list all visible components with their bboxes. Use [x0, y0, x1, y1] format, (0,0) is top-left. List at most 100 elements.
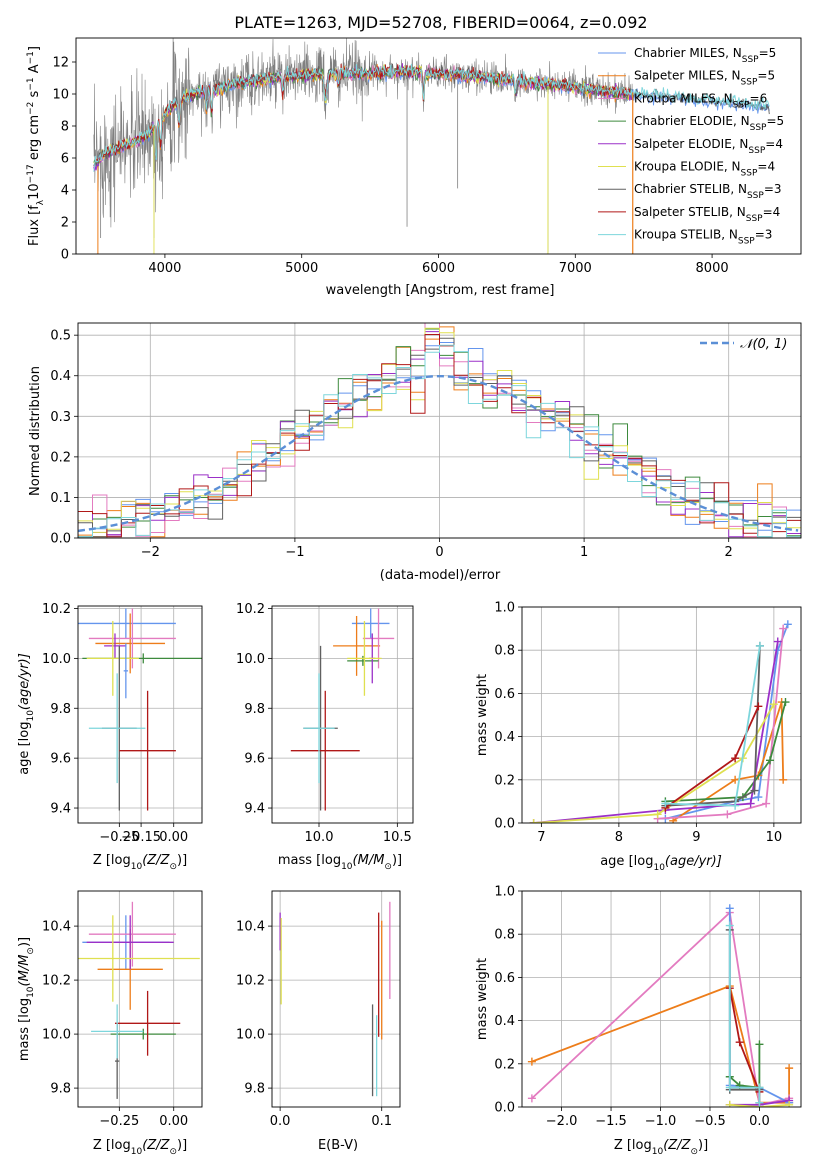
y-tick-label: 9.6 [50, 752, 71, 767]
x-axis-label-part: )] [392, 853, 402, 868]
x-axis-label-part: mass [log [278, 853, 341, 868]
y-axis-label-part: −2 [26, 102, 36, 115]
x-tick-label: 0.0 [749, 1114, 770, 1129]
plot-area-cum_weight_age [529, 620, 792, 823]
y-axis-label-part: ] [27, 46, 42, 51]
axes-mass_vs_EBV: 0.0 0.1 9.8 10.0 10.2 10.4 E(B-V) [236, 890, 401, 1153]
y-tick-label: 0.3 [50, 410, 71, 425]
legend-entry-part: Kroupa MILES, N [634, 91, 733, 105]
series-line-km [531, 910, 790, 1106]
x-tick-label: 0.0 [270, 1114, 291, 1129]
x-axis-label: E(B-V) [318, 1138, 358, 1153]
y-tick-label: 8 [61, 120, 69, 135]
x-tick-label: −0.15 [121, 830, 161, 845]
series-marker-ks [755, 1098, 764, 1107]
x-tick-label: −1 [285, 545, 304, 560]
x-tick-label: 0 [435, 545, 443, 560]
y-tick-label: 10.2 [236, 974, 265, 989]
legend-entry-part: Chabrier MILES, N [634, 46, 742, 60]
x-tick-label: 8 [615, 830, 623, 845]
series-marker-sm [785, 1064, 794, 1073]
series-marker-ke [529, 819, 538, 823]
axes-residuals: −2 −1 0 1 2 0.0 0.1 0.2 0.3 0.4 0.5 𝒩(0, 1) (data-mo… [28, 322, 802, 583]
y-tick-label: 0.2 [50, 450, 71, 465]
y-axis-label-part: (M/M [17, 955, 32, 987]
x-tick-label: −1.5 [595, 1114, 627, 1129]
series-line-cm [665, 623, 789, 820]
axes-frame [521, 890, 802, 1108]
x-tick-label: 5000 [285, 261, 318, 276]
series-line-km [657, 628, 785, 820]
plot-area-mass_vs_EBV [279, 901, 391, 1097]
y-axis-label: Flux [fλ10−17 erg cm−2 s−1 A−1] [26, 46, 46, 246]
y-tick-label: 10.0 [42, 1028, 71, 1043]
x-axis-label-part: 10 [131, 862, 143, 872]
x-axis-label: Z [log10(Z/Z⊙)] [93, 853, 187, 872]
y-tick-label: 0.2 [494, 1057, 515, 1072]
legend-entry-part: SSP [750, 123, 767, 133]
series-marker-ss [731, 754, 740, 763]
x-tick-label: −2.0 [546, 1114, 578, 1129]
legend-entry-part: Salpeter ELODIE, N [634, 137, 748, 151]
y-tick-label: 10.0 [42, 652, 71, 667]
series-marker-km [723, 810, 732, 819]
series-marker-ke [725, 1100, 734, 1107]
x-axis-label-part: )] [177, 1138, 187, 1153]
x-axis-label-part: Z [log [93, 853, 131, 868]
y-tick-label: 12 [52, 56, 69, 71]
y-tick-label: 9.8 [244, 1082, 265, 1097]
y-tick-label: 0.0 [494, 1101, 515, 1116]
x-axis-label-part: ⊙ [169, 1147, 177, 1157]
legend-entry: 𝒩(0, 1) [740, 337, 787, 352]
series-marker-ss [735, 1038, 744, 1047]
x-tick-label: −2 [141, 545, 160, 560]
y-axis-label-part: −1 [26, 51, 36, 64]
y-tick-label: 0.6 [494, 971, 515, 986]
legend-entry-part: Salpeter STELIB, N [634, 205, 746, 219]
legend-entry-part: SSP [746, 214, 763, 224]
y-tick-label: 9.4 [244, 802, 265, 817]
series-marker-cm [783, 620, 792, 629]
legend-entry-part: =6 [750, 91, 768, 105]
series-marker-ke [785, 1100, 794, 1107]
y-tick-label: 6 [61, 152, 69, 167]
legend-entry-part: Salpeter MILES, N [634, 69, 741, 83]
y-tick-label: 10.0 [236, 652, 265, 667]
axes-spectrum: 4000 5000 6000 7000 8000 0 2 4 6 8 10 12 Chabrier MI… [26, 37, 802, 298]
x-tick-label: 7000 [559, 261, 592, 276]
series-line-ke [533, 703, 775, 823]
plot-area-spectrum [93, 38, 770, 254]
y-tick-label: 10.2 [42, 602, 71, 617]
axes-cum_weight_Z: −2.0 −1.5 −1.0 −0.5 0.0 0.0 0.2 0.4 0.6 0.8 1.0 Z [… [475, 885, 802, 1157]
axes-mass_vs_Z: −0.25 0.009.810.010.210.4Z [log10(Z/Z⊙)]m… [17, 890, 203, 1157]
x-tick-label: −0.25 [99, 830, 139, 845]
x-tick-label: 10 [766, 830, 783, 845]
x-tick-label: 0.00 [159, 830, 188, 845]
x-tick-label: −0.5 [694, 1114, 726, 1129]
plot-area-residuals [78, 323, 801, 538]
series-marker-ke [769, 700, 778, 709]
x-axis-label: Z [log10(Z/Z⊙)] [614, 1138, 708, 1157]
legend-entry-part: SSP [742, 55, 759, 65]
series-marker-ks [725, 1083, 734, 1092]
x-axis-label-part: )] [177, 853, 187, 868]
y-axis-label-part: ⊙ [26, 947, 36, 955]
x-axis-label-part: 10 [653, 863, 665, 873]
series-marker-ce [755, 1040, 764, 1049]
y-tick-label: 10.4 [236, 920, 265, 935]
legend-entry-part: SSP [741, 169, 758, 179]
x-axis-label-part: ⊙ [384, 862, 392, 872]
legend-entry: Salpeter STELIB, NSSP=4 [634, 205, 780, 224]
x-tick-label: 10.0 [305, 830, 334, 845]
series-line-ce [665, 701, 787, 803]
series-line-ce [729, 1044, 761, 1089]
y-tick-label: 0.1 [50, 491, 71, 506]
y-axis-label-part: 10 [26, 986, 36, 998]
x-tick-label: −0.25 [99, 1114, 139, 1129]
x-tick-label: 7 [537, 830, 545, 845]
x-tick-label: 10.5 [383, 830, 412, 845]
series-marker-sm [527, 1057, 536, 1066]
legend-entry-part: SSP [738, 237, 755, 247]
